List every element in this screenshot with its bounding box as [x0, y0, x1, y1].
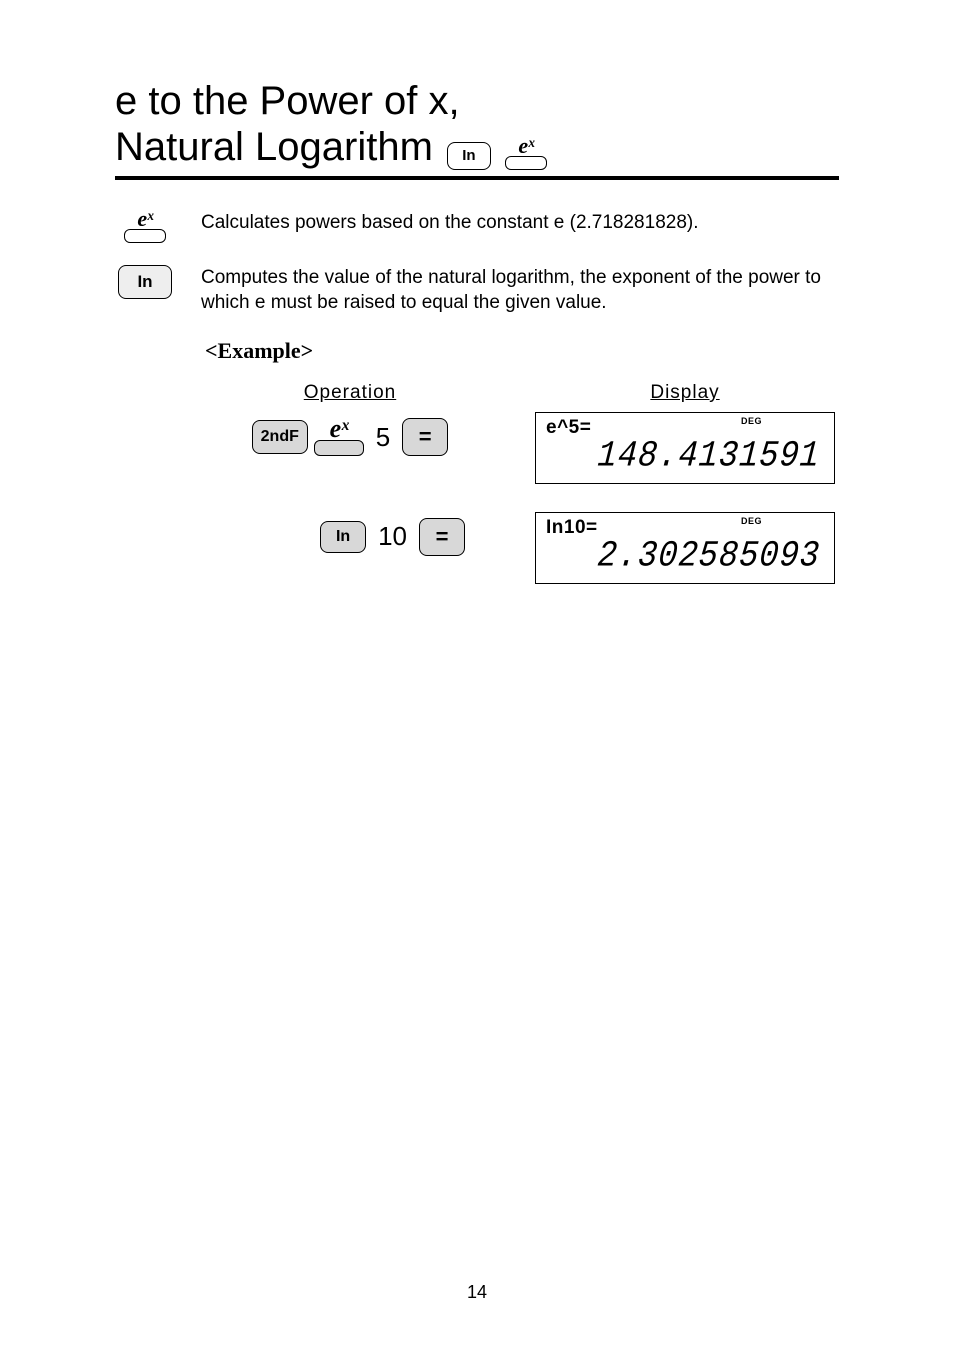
ln-key-icon: In — [447, 142, 491, 170]
title-line-2: Natural Logarithm In eˣ — [115, 124, 839, 170]
secondf-key: 2ndF — [252, 420, 308, 454]
ex-op-key-label: eˣ — [330, 418, 348, 440]
title-text-2: Natural Logarithm — [115, 124, 433, 170]
operand-5: 5 — [370, 422, 396, 453]
blank-key-icon — [124, 229, 166, 243]
display-value-2: 2.302585093 — [544, 534, 825, 577]
ex-key-label: eˣ — [518, 137, 533, 156]
title-line-1: e to the Power of x, — [115, 78, 839, 124]
ex-op-key: eˣ — [314, 418, 364, 456]
example-columns-header: Operation Display — [205, 382, 839, 404]
operation-cell-1: 2ndF eˣ 5 = — [205, 412, 495, 456]
ln-op-key: In — [320, 521, 366, 553]
display-box-1: DEG e^5= 148.4131591 — [535, 412, 835, 484]
page-title-block: e to the Power of x, Natural Logarithm I… — [115, 78, 839, 180]
description-ln: In Computes the value of the natural log… — [115, 265, 839, 316]
example-row-2: In 10 = DEG In10= 2.302585093 — [205, 512, 839, 584]
equals-key: = — [402, 418, 448, 456]
deg-indicator: DEG — [741, 416, 762, 426]
deg-indicator: DEG — [741, 516, 762, 526]
page-number: 14 — [0, 1282, 954, 1303]
blank-key-icon — [505, 156, 547, 170]
blank-key-icon — [314, 440, 364, 456]
operand-10: 10 — [372, 521, 413, 552]
display-value-1: 148.4131591 — [544, 434, 825, 477]
description-ex: eˣ Calculates powers based on the consta… — [115, 210, 839, 243]
ln-desc-icon: In — [118, 265, 172, 299]
display-box-2: DEG In10= 2.302585093 — [535, 512, 835, 584]
ln-desc-text: Computes the value of the natural logari… — [201, 265, 839, 316]
ex-desc-label: eˣ — [137, 210, 152, 229]
ex-desc-text: Calculates powers based on the constant … — [201, 210, 839, 236]
equals-key: = — [419, 518, 465, 556]
example-row-1: 2ndF eˣ 5 = DEG e^5= 148.4131591 — [205, 412, 839, 484]
ex-desc-icon: eˣ — [124, 210, 166, 243]
display-col-head: Display — [650, 382, 719, 403]
example-heading: <Example> — [205, 338, 839, 364]
operation-cell-2: In 10 = — [205, 512, 495, 556]
operation-col-head: Operation — [304, 382, 396, 403]
ex-key-icon: eˣ — [505, 137, 547, 170]
